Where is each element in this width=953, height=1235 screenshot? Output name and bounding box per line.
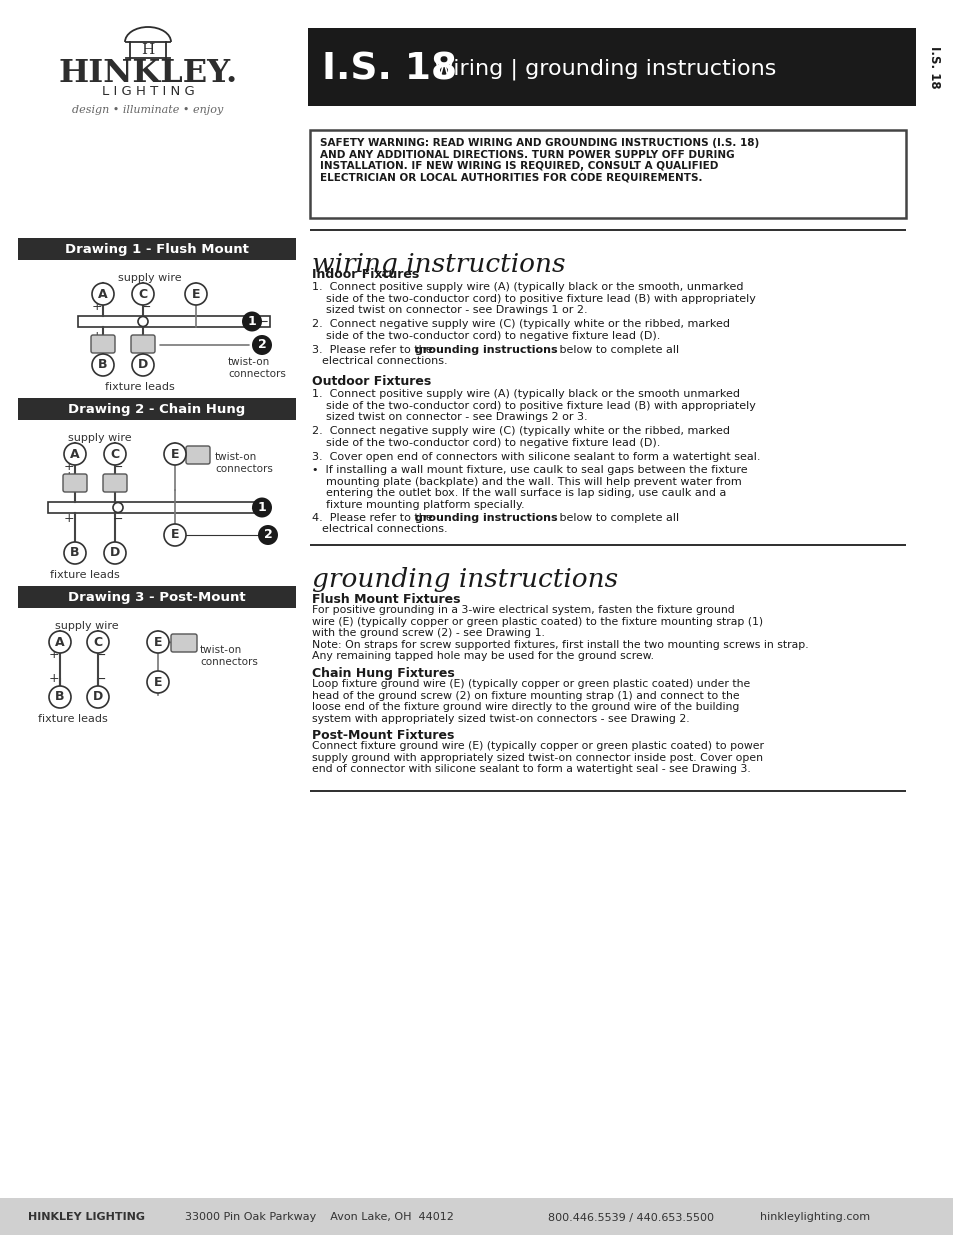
- Circle shape: [164, 443, 186, 466]
- Text: +: +: [64, 469, 74, 483]
- Text: hinkleylighting.com: hinkleylighting.com: [760, 1213, 869, 1223]
- Text: −: −: [95, 648, 106, 662]
- Circle shape: [132, 354, 153, 375]
- Text: +: +: [64, 513, 74, 526]
- Text: supply wire: supply wire: [55, 621, 118, 631]
- Circle shape: [147, 631, 169, 653]
- Bar: [310, 543, 905, 546]
- Text: −: −: [112, 513, 123, 526]
- Text: +: +: [49, 673, 59, 685]
- Text: D: D: [138, 358, 148, 372]
- Text: C: C: [111, 447, 119, 461]
- Bar: [18, 398, 295, 420]
- Bar: [915, 28, 953, 106]
- FancyBboxPatch shape: [131, 335, 154, 353]
- Text: D: D: [110, 547, 120, 559]
- Text: HINKLEY.: HINKLEY.: [58, 58, 237, 89]
- Text: 1: 1: [248, 315, 256, 329]
- Text: below to complete all: below to complete all: [556, 513, 679, 522]
- Text: grounding instructions: grounding instructions: [312, 567, 618, 592]
- Text: −: −: [141, 300, 152, 314]
- Bar: [18, 238, 295, 261]
- Text: E: E: [153, 676, 162, 688]
- Text: SAFETY WARNING: READ WIRING AND GROUNDING INSTRUCTIONS (I.S. 18)
AND ANY ADDITIO: SAFETY WARNING: READ WIRING AND GROUNDIN…: [319, 138, 759, 183]
- Text: 2.  Connect negative supply wire (C) (typically white or the ribbed, marked
    : 2. Connect negative supply wire (C) (typ…: [312, 319, 729, 341]
- Text: •  If installing a wall mount fixture, use caulk to seal gaps between the fixtur: • If installing a wall mount fixture, us…: [312, 466, 747, 510]
- Text: 4.  Please refer to the: 4. Please refer to the: [312, 513, 436, 522]
- Circle shape: [87, 631, 109, 653]
- Text: below to complete all: below to complete all: [556, 345, 679, 354]
- FancyBboxPatch shape: [103, 474, 127, 492]
- Text: −: −: [95, 673, 106, 685]
- FancyBboxPatch shape: [63, 474, 87, 492]
- FancyBboxPatch shape: [171, 634, 196, 652]
- Text: +: +: [49, 648, 59, 662]
- Circle shape: [64, 443, 86, 466]
- Text: grounding instructions: grounding instructions: [415, 513, 558, 522]
- Bar: [18, 585, 295, 608]
- Bar: [308, 28, 915, 106]
- Text: 2: 2: [257, 338, 266, 352]
- Circle shape: [91, 354, 113, 375]
- Text: E: E: [192, 288, 200, 300]
- Bar: [310, 130, 905, 219]
- Circle shape: [87, 685, 109, 708]
- Text: Indoor Fixtures: Indoor Fixtures: [312, 268, 418, 282]
- Text: I.S. 18: I.S. 18: [322, 51, 456, 86]
- Text: electrical connections.: electrical connections.: [322, 524, 447, 534]
- Circle shape: [257, 525, 277, 545]
- Text: Loop fixture ground wire (E) (typically copper or green plastic coated) under th: Loop fixture ground wire (E) (typically …: [312, 679, 749, 724]
- Circle shape: [91, 283, 113, 305]
- Text: D: D: [92, 690, 103, 704]
- Text: wiring instructions: wiring instructions: [312, 252, 565, 277]
- Circle shape: [132, 283, 153, 305]
- Text: E: E: [171, 529, 179, 541]
- Text: +: +: [64, 461, 74, 473]
- Text: B: B: [71, 547, 80, 559]
- Text: twist-on
connectors: twist-on connectors: [214, 452, 273, 473]
- Bar: [310, 228, 905, 231]
- FancyBboxPatch shape: [186, 446, 210, 464]
- Text: E: E: [171, 447, 179, 461]
- Circle shape: [104, 542, 126, 564]
- Circle shape: [112, 503, 123, 513]
- Text: HINKLEY LIGHTING: HINKLEY LIGHTING: [28, 1213, 145, 1223]
- Text: 3.  Please refer to the: 3. Please refer to the: [312, 345, 436, 354]
- Text: Chain Hung Fixtures: Chain Hung Fixtures: [312, 667, 455, 680]
- Text: −: −: [112, 469, 123, 483]
- Text: B: B: [98, 358, 108, 372]
- Text: supply wire: supply wire: [68, 433, 132, 443]
- Text: Drawing 3 - Post-Mount: Drawing 3 - Post-Mount: [68, 592, 246, 604]
- Text: −: −: [141, 331, 152, 343]
- Bar: [78, 316, 270, 327]
- Bar: [310, 789, 905, 792]
- Text: electrical connections.: electrical connections.: [322, 356, 447, 366]
- Text: I.S. 18: I.S. 18: [927, 46, 941, 89]
- Bar: [48, 501, 257, 513]
- Text: A: A: [71, 447, 80, 461]
- Text: Drawing 2 - Chain Hung: Drawing 2 - Chain Hung: [69, 404, 245, 416]
- Text: C: C: [138, 288, 148, 300]
- Circle shape: [138, 316, 148, 326]
- Text: Post-Mount Fixtures: Post-Mount Fixtures: [312, 729, 454, 742]
- Text: For positive grounding in a 3-wire electrical system, fasten the fixture ground
: For positive grounding in a 3-wire elect…: [312, 605, 808, 662]
- Text: C: C: [93, 636, 103, 648]
- Circle shape: [64, 542, 86, 564]
- Text: wiring | grounding instructions: wiring | grounding instructions: [435, 58, 776, 80]
- Text: 800.446.5539 / 440.653.5500: 800.446.5539 / 440.653.5500: [547, 1213, 713, 1223]
- Text: +: +: [91, 331, 102, 343]
- Text: −: −: [112, 461, 123, 473]
- FancyBboxPatch shape: [91, 335, 115, 353]
- Text: fixture leads: fixture leads: [38, 714, 108, 724]
- Text: H: H: [141, 43, 154, 57]
- Text: Connect fixture ground wire (E) (typically copper or green plastic coated) to po: Connect fixture ground wire (E) (typical…: [312, 741, 763, 774]
- Text: L I G H T I N G: L I G H T I N G: [102, 85, 194, 98]
- Circle shape: [49, 685, 71, 708]
- Text: 1.  Connect positive supply wire (A) (typically black or the smooth, unmarked
  : 1. Connect positive supply wire (A) (typ…: [312, 282, 755, 315]
- Text: 3.  Cover open end of connectors with silicone sealant to form a watertight seal: 3. Cover open end of connectors with sil…: [312, 452, 760, 462]
- Text: fixture leads: fixture leads: [105, 382, 174, 391]
- Text: supply wire: supply wire: [118, 273, 181, 283]
- Text: twist-on
connectors: twist-on connectors: [200, 645, 257, 667]
- Text: B: B: [55, 690, 65, 704]
- Text: 2.  Connect negative supply wire (C) (typically white or the ribbed, marked
    : 2. Connect negative supply wire (C) (typ…: [312, 426, 729, 447]
